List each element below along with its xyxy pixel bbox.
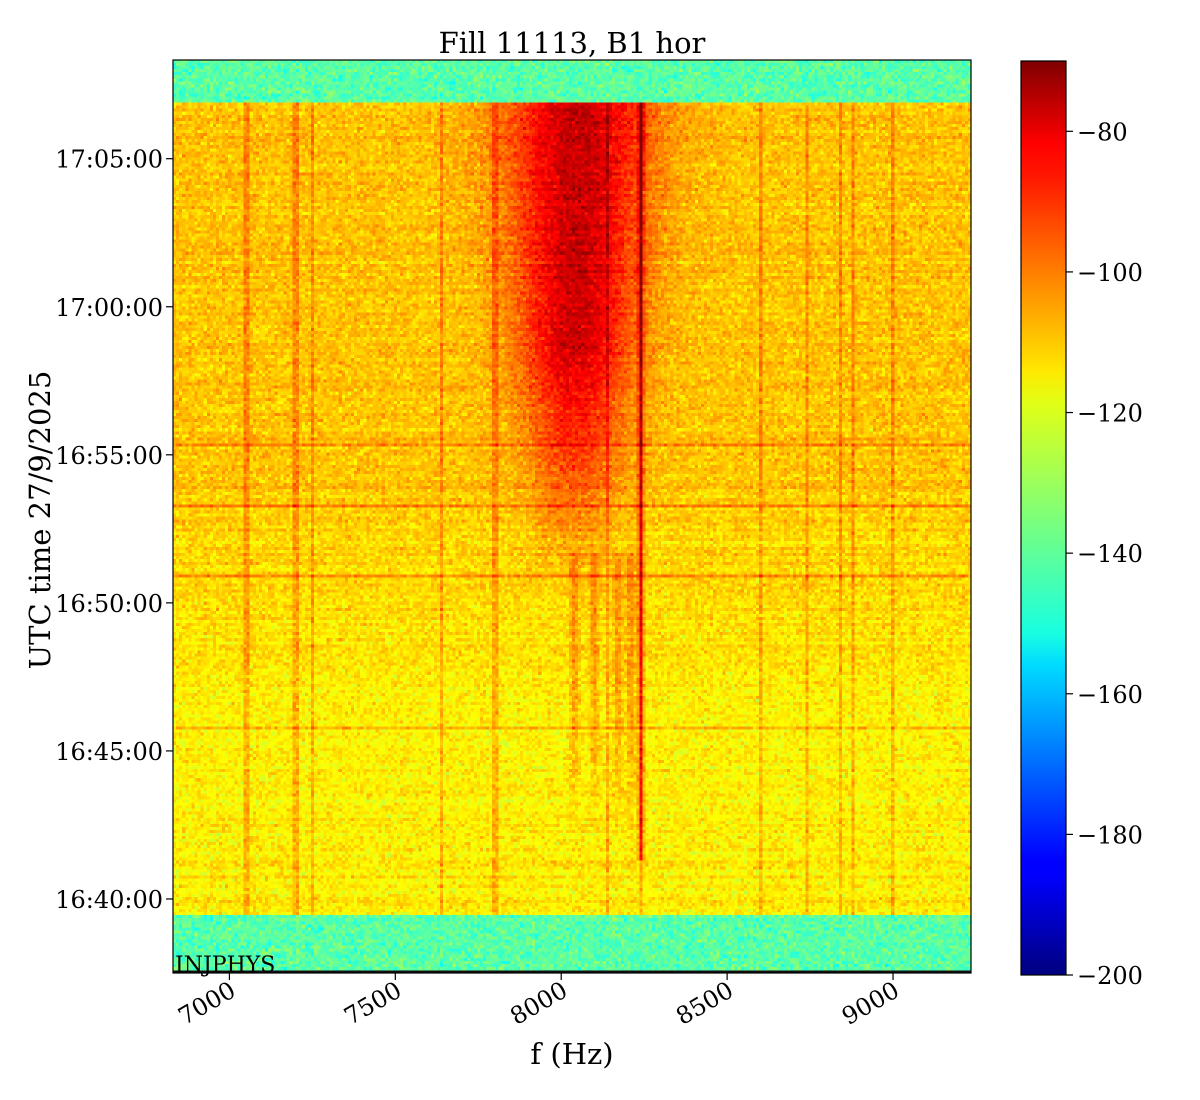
x-tick-label: 7500 [339, 976, 406, 1031]
heatmap-area [172, 59, 972, 974]
colorbar-tick-label: −180 [1077, 821, 1143, 849]
colorbar-tick-label: −200 [1077, 962, 1143, 990]
y-axis: 16:40:00 16:45:00 16:50:00 16:55:00 17:00:00… [55, 146, 173, 914]
colorbar-tick-label: −140 [1077, 540, 1143, 568]
x-tick-label: 7000 [174, 976, 241, 1031]
colorbar: −80 −100 −120 −140 −160 −180 −200 [1020, 60, 1143, 990]
chart-title: Fill 11113, B1 hor [439, 26, 706, 60]
colorbar-tick-label: −100 [1077, 259, 1143, 287]
colorbar-tick-label: −120 [1077, 400, 1143, 428]
y-tick-label: 16:50:00 [55, 590, 163, 618]
annotation-injphys: INJPHYS [175, 953, 275, 978]
colorbar-tick-label: −80 [1077, 118, 1128, 146]
x-tick-label: 9000 [837, 976, 904, 1031]
x-tick-label: 8000 [505, 976, 572, 1031]
y-tick-label: 16:40:00 [55, 886, 163, 914]
colorbar-frame [1020, 60, 1067, 976]
y-tick-label: 17:05:00 [55, 146, 163, 174]
y-axis-label: UTC time 27/9/2025 [23, 371, 57, 670]
x-tick-label: 8500 [671, 976, 738, 1031]
y-tick-label: 17:00:00 [55, 294, 163, 322]
colorbar-tick-label: −160 [1077, 681, 1143, 709]
x-axis: 7000 7500 8000 8500 9000 [174, 973, 904, 1031]
colorbar-ticks: −80 −100 −120 −140 −160 −180 −200 [1066, 118, 1143, 990]
y-tick-label: 16:45:00 [55, 738, 163, 766]
colorbar-gradient [1021, 61, 1066, 975]
plot-frame [172, 59, 972, 974]
x-axis-label: f (Hz) [530, 1037, 613, 1071]
heatmap-image [173, 60, 971, 973]
y-tick-label: 16:55:00 [55, 442, 163, 470]
